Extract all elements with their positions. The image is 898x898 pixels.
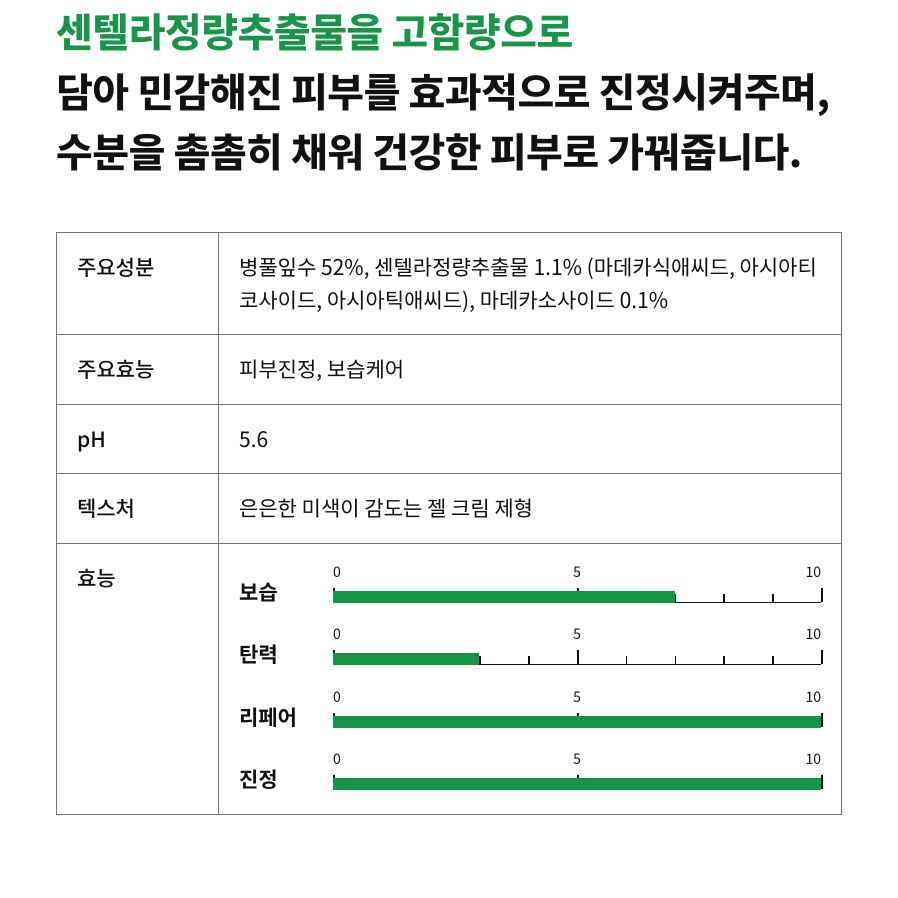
efficacy-scale: 0510	[333, 624, 821, 668]
scale-tick	[577, 650, 579, 664]
efficacy-label: 리페어	[239, 687, 317, 734]
scale-axis-labels: 0510	[333, 687, 821, 701]
scale-tick	[821, 775, 823, 789]
scale-axis-labels: 0510	[333, 749, 821, 763]
headline-accent: 센텔라정량추출물을 고함량으로	[56, 1, 573, 59]
headline-block: 센텔라정량추출물을 고함량으로 담아 민감해진 피부를 효과적으로 진정시켜주며…	[56, 0, 842, 180]
efficacy-row: 진정 0510	[239, 749, 821, 796]
table-row-efficacy: 효능 보습 0510 탄력 0510 리페어 0510 진정 0510	[57, 543, 842, 814]
table-row: 텍스처 은은한 미색이 감도는 젤 크림 제형	[57, 474, 842, 544]
spec-key-effects: 주요효능	[57, 335, 219, 405]
efficacy-bar	[333, 653, 479, 665]
spec-key-ph: pH	[57, 404, 219, 474]
efficacy-bar	[333, 591, 675, 603]
scale-tick	[772, 656, 774, 664]
product-spec-page: 센텔라정량추출물을 고함량으로 담아 민감해진 피부를 효과적으로 진정시켜주며…	[0, 0, 898, 815]
efficacy-scale: 0510	[333, 562, 821, 606]
efficacy-bar	[333, 716, 821, 728]
scale-tick	[723, 656, 725, 664]
efficacy-label: 탄력	[239, 624, 317, 671]
table-row: 주요성분 병풀잎수 52%, 센텔라정량추출물 1.1% (마데카식애씨드, 아…	[57, 233, 842, 335]
scale-tick	[723, 594, 725, 602]
headline-body: 담아 민감해진 피부를 효과적으로 진정시켜주며, 수분을 촘촘히 채워 건강한…	[56, 61, 830, 179]
table-row: pH 5.6	[57, 404, 842, 474]
table-row: 주요효능 피부진정, 보습케어	[57, 335, 842, 405]
efficacy-row: 탄력 0510	[239, 624, 821, 671]
scale-tick	[675, 656, 677, 664]
spec-val-efficacy: 보습 0510 탄력 0510 리페어 0510 진정 0510	[219, 543, 842, 814]
efficacy-row: 리페어 0510	[239, 687, 821, 734]
efficacy-bar	[333, 778, 821, 790]
scale-tick	[821, 588, 823, 602]
scale-tick	[821, 713, 823, 727]
scale-track	[333, 767, 821, 789]
scale-tick	[675, 594, 677, 602]
scale-tick	[626, 656, 628, 664]
spec-key-ingredients: 주요성분	[57, 233, 219, 335]
spec-val-ingredients: 병풀잎수 52%, 센텔라정량추출물 1.1% (마데카식애씨드, 아시아티코사…	[219, 233, 842, 335]
spec-val-effects: 피부진정, 보습케어	[219, 335, 842, 405]
scale-tick	[479, 656, 481, 664]
efficacy-list: 보습 0510 탄력 0510 리페어 0510 진정 0510	[239, 562, 821, 796]
scale-axis-labels: 0510	[333, 562, 821, 576]
efficacy-row: 보습 0510	[239, 562, 821, 609]
spec-val-texture: 은은한 미색이 감도는 젤 크림 제형	[219, 474, 842, 544]
scale-track	[333, 705, 821, 727]
efficacy-label: 보습	[239, 562, 317, 609]
efficacy-label: 진정	[239, 749, 317, 796]
scale-tick	[772, 594, 774, 602]
scale-tick	[528, 656, 530, 664]
scale-axis-labels: 0510	[333, 624, 821, 638]
scale-tick	[821, 650, 823, 664]
efficacy-scale: 0510	[333, 749, 821, 793]
efficacy-scale: 0510	[333, 687, 821, 731]
scale-track	[333, 642, 821, 664]
spec-key-efficacy: 효능	[57, 543, 219, 814]
scale-track	[333, 580, 821, 602]
spec-key-texture: 텍스처	[57, 474, 219, 544]
spec-table: 주요성분 병풀잎수 52%, 센텔라정량추출물 1.1% (마데카식애씨드, 아…	[56, 232, 842, 815]
spec-val-ph: 5.6	[219, 404, 842, 474]
